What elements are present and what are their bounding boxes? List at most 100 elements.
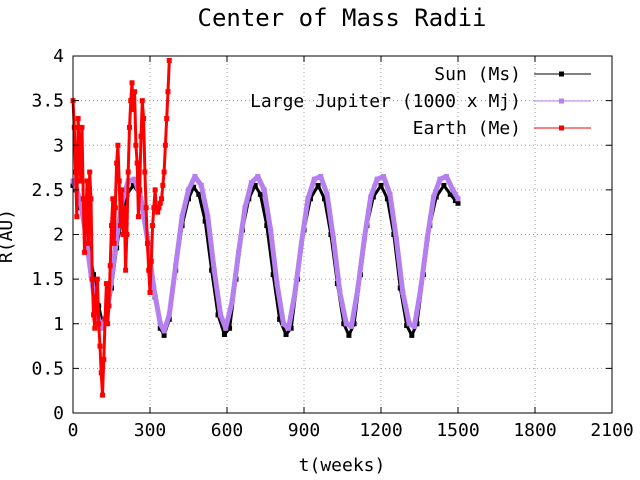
data-point [161,328,167,334]
data-point [443,173,449,179]
data-point [418,285,424,291]
data-point [270,272,276,278]
data-point [198,182,204,188]
data-point [78,178,84,184]
data-point [223,325,229,331]
data-point [166,57,172,63]
legend-label: Large Jupiter (1000 x Mj) [250,91,521,112]
data-point [368,194,374,200]
data-point [138,133,144,139]
series-line [70,174,461,334]
data-point [166,312,172,318]
data-point [161,169,167,175]
data-point [130,182,136,188]
data-point [255,173,261,179]
data-point [355,285,361,291]
data-point [393,236,399,242]
data-point [123,267,129,273]
data-point [111,240,117,246]
data-point [120,232,126,237]
data-point [384,196,390,202]
data-point [144,240,150,246]
data-point [315,182,321,188]
data-point [78,200,84,206]
data-point [148,258,154,264]
data-point [76,142,82,148]
data-point [179,214,185,220]
data-point [101,356,107,362]
data-point [117,223,123,229]
data-point [114,160,120,166]
data-point [94,276,100,282]
data-point [406,321,412,327]
x-tick-label: 1800 [513,420,556,441]
data-point [280,321,286,327]
data-point [447,191,453,197]
data-point [227,325,233,331]
data-point [125,169,131,175]
data-point [82,249,88,255]
data-point [257,191,263,197]
x-axis: 0 300 600 900 1200 1500 1800 2100 [68,56,634,441]
data-point [98,370,104,376]
data-point [74,214,80,220]
data-point [252,182,258,188]
data-point [248,180,254,186]
data-point [137,187,143,193]
data-point [133,142,139,148]
x-tick-label: 2100 [590,420,633,441]
data-point [159,196,165,202]
y-tick-label: 4 [53,46,64,67]
data-point [192,173,198,179]
data-point [129,80,135,86]
legend-entry: Sun (Ms) [434,64,591,85]
y-axis: 0 0.5 1 1.5 2 2.5 3 3.5 4 [31,46,612,424]
data-point [286,325,292,331]
legend-label: Earth (Me) [413,118,521,139]
data-point [135,214,141,220]
data-point [150,223,156,229]
data-point [162,142,168,148]
data-point [331,236,337,242]
data-point [116,178,122,184]
data-point [452,198,458,204]
data-point [202,218,208,224]
data-point [152,187,158,193]
data-point [106,303,112,309]
data-point [75,115,81,121]
data-point [305,196,311,202]
y-tick-label: 2 [53,225,64,246]
data-point [71,124,77,130]
data-point [186,187,191,193]
data-point [85,240,91,246]
legend-marker [559,71,564,77]
data-point [147,290,153,296]
y-tick-label: 3.5 [31,91,64,112]
data-point [100,392,106,398]
data-point [455,200,461,206]
data-point [157,200,163,206]
legend-marker [559,98,564,104]
data-point [292,290,298,296]
data-point [337,290,343,296]
data-point [142,169,148,175]
data-point [114,236,120,242]
data-point [105,321,111,327]
data-point [110,196,116,202]
data-point [160,182,166,188]
data-point [134,160,140,166]
data-point [361,236,367,242]
plot-area [70,57,461,398]
data-point [277,316,283,322]
data-point [191,184,197,190]
data-point [409,332,415,338]
y-tick-label: 2.5 [31,180,64,201]
x-tick-label: 0 [68,420,79,441]
x-tick-label: 900 [288,420,321,441]
data-point [348,323,354,329]
data-point [387,191,393,197]
data-point [298,240,304,246]
data-point [155,209,161,215]
series-line [71,60,171,397]
